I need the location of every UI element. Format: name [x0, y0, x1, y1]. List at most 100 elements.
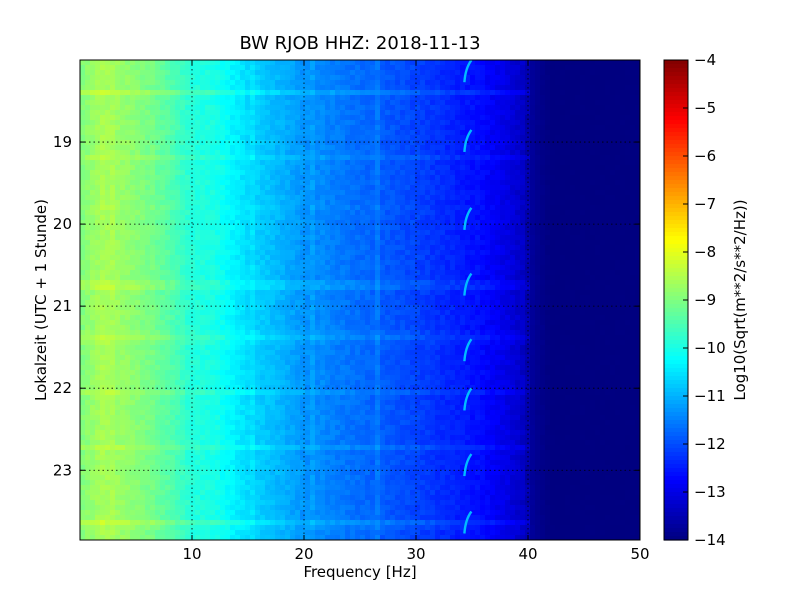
heatmap-cell	[625, 230, 631, 236]
heatmap-cell	[310, 105, 316, 111]
heatmap-cell	[90, 260, 96, 266]
heatmap-cell	[360, 265, 366, 271]
heatmap-cell	[335, 220, 341, 226]
heatmap-cell	[135, 145, 141, 151]
heatmap-cell	[600, 85, 606, 91]
heatmap-cell	[400, 195, 406, 201]
heatmap-cell	[190, 200, 196, 206]
heatmap-cell	[570, 225, 576, 231]
heatmap-cell	[600, 210, 606, 216]
heatmap-cell	[535, 120, 541, 126]
heatmap-cell	[355, 195, 361, 201]
heatmap-cell	[150, 205, 156, 211]
heatmap-cell	[495, 125, 501, 131]
heatmap-cell	[105, 205, 111, 211]
heatmap-cell	[430, 250, 436, 256]
heatmap-cell	[635, 125, 640, 131]
heatmap-cell	[400, 175, 406, 181]
heatmap-cell	[220, 155, 226, 161]
heatmap-cell	[170, 120, 176, 126]
heatmap-cell	[335, 265, 341, 271]
heatmap-cell	[320, 220, 326, 226]
heatmap-cell	[265, 85, 271, 91]
heatmap-cell	[325, 110, 331, 116]
heatmap-cell	[135, 140, 141, 146]
heatmap-cell	[250, 110, 256, 116]
heatmap-cell	[550, 195, 556, 201]
heatmap-cell	[615, 115, 621, 121]
heatmap-cell	[275, 130, 281, 136]
heatmap-cell	[575, 135, 581, 141]
heatmap-cell	[315, 270, 321, 276]
heatmap-cell	[150, 65, 156, 71]
heatmap-cell	[440, 175, 446, 181]
heatmap-cell	[435, 175, 441, 181]
heatmap-cell	[295, 145, 301, 151]
heatmap-cell	[300, 90, 306, 96]
heatmap-cell	[200, 120, 206, 126]
heatmap-cell	[580, 250, 586, 256]
heatmap-cell	[105, 120, 111, 126]
heatmap-cell	[120, 110, 126, 116]
heatmap-cell	[320, 255, 326, 261]
heatmap-cell	[515, 125, 521, 131]
heatmap-cell	[400, 215, 406, 221]
heatmap-cell	[410, 245, 416, 251]
heatmap-cell	[195, 115, 201, 121]
heatmap-cell	[460, 185, 466, 191]
heatmap-cell	[435, 170, 441, 176]
heatmap-cell	[385, 220, 391, 226]
heatmap-cell	[525, 250, 531, 256]
heatmap-cell	[110, 110, 116, 116]
heatmap-cell	[415, 225, 421, 231]
heatmap-cell	[380, 275, 386, 281]
heatmap-cell	[530, 200, 536, 206]
heatmap-cell	[480, 65, 486, 71]
heatmap-cell	[90, 215, 96, 221]
heatmap-cell	[240, 115, 246, 121]
heatmap-cell	[595, 175, 601, 181]
heatmap-cell	[225, 180, 231, 186]
heatmap-cell	[270, 265, 276, 271]
heatmap-cell	[560, 230, 566, 236]
heatmap-cell	[575, 220, 581, 226]
heatmap-cell	[185, 265, 191, 271]
heatmap-cell	[585, 235, 591, 241]
heatmap-cell	[230, 230, 236, 236]
heatmap-cell	[560, 140, 566, 146]
heatmap-cell	[240, 120, 246, 126]
heatmap-cell	[420, 150, 426, 156]
heatmap-cell	[270, 60, 276, 66]
heatmap-cell	[635, 110, 640, 116]
heatmap-cell	[410, 125, 416, 131]
heatmap-cell	[510, 70, 516, 76]
heatmap-cell	[505, 130, 511, 136]
heatmap-cell	[595, 75, 601, 81]
heatmap-cell	[100, 280, 106, 286]
heatmap-cell	[95, 135, 101, 141]
heatmap-cell	[615, 155, 621, 161]
heatmap-cell	[230, 215, 236, 221]
heatmap-cell	[425, 220, 431, 226]
heatmap-cell	[420, 165, 426, 171]
heatmap-cell	[555, 160, 561, 166]
heatmap-cell	[450, 160, 456, 166]
heatmap-cell	[115, 260, 121, 266]
heatmap-cell	[105, 65, 111, 71]
heatmap-cell	[355, 250, 361, 256]
heatmap-cell	[440, 140, 446, 146]
heatmap-cell	[110, 105, 116, 111]
heatmap-cell	[435, 150, 441, 156]
heatmap-cell	[580, 125, 586, 131]
heatmap-cell	[435, 245, 441, 251]
heatmap-cell	[320, 135, 326, 141]
heatmap-cell	[510, 175, 516, 181]
heatmap-cell	[325, 120, 331, 126]
heatmap-cell	[170, 95, 176, 101]
heatmap-cell	[340, 200, 346, 206]
heatmap-cell	[600, 240, 606, 246]
heatmap-cell	[360, 135, 366, 141]
heatmap-cell	[335, 135, 341, 141]
heatmap-cell	[415, 85, 421, 91]
heatmap-cell	[480, 170, 486, 176]
